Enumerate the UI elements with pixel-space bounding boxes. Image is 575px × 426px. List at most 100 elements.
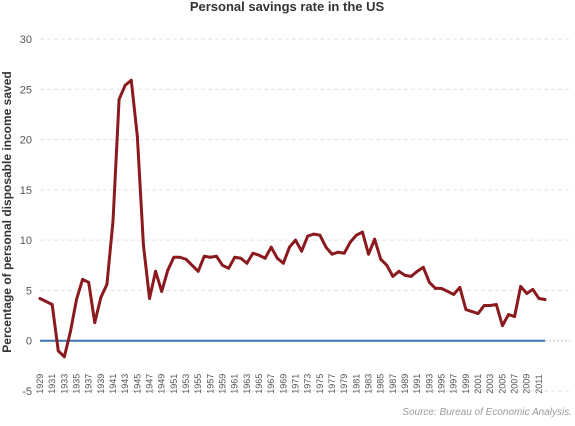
x-tick-label: 1939 — [96, 374, 106, 394]
data-point — [215, 254, 218, 258]
chart-title: Personal savings rate in the US — [190, 0, 385, 14]
source-note: Source: Bureau of Economic Analysis. — [402, 407, 572, 418]
data-point — [488, 304, 492, 307]
data-point — [239, 256, 243, 260]
series-line — [38, 78, 547, 359]
x-tick-label: 1933 — [59, 374, 69, 394]
data-point — [275, 256, 279, 260]
data-point — [446, 290, 450, 293]
data-point — [38, 297, 42, 300]
x-tick-label: 1997 — [449, 374, 459, 394]
x-tick-label: 1977 — [327, 374, 337, 394]
x-tick-label: 2011 — [534, 374, 544, 393]
y-axis-ticks: -5 0 5 10 15 20 25 30 — [20, 34, 32, 398]
data-point — [397, 269, 401, 273]
data-point — [148, 297, 151, 300]
data-point — [142, 243, 145, 247]
x-tick-label: 1935 — [72, 374, 82, 394]
x-tick-label: 1983 — [364, 374, 374, 394]
data-point — [62, 355, 66, 359]
data-point — [470, 310, 474, 313]
x-tick-label: 1931 — [47, 374, 57, 394]
x-tick-label: 2003 — [485, 374, 495, 394]
data-point — [525, 292, 529, 295]
data-point — [135, 135, 139, 138]
series-group — [38, 78, 547, 359]
x-tick-label: 2009 — [522, 374, 532, 394]
data-point — [184, 257, 188, 261]
data-point — [373, 237, 377, 241]
x-tick-label: 1959 — [218, 374, 228, 394]
data-point — [154, 269, 158, 273]
y-tick-label: 10 — [20, 235, 32, 247]
data-point — [257, 253, 261, 257]
y-tick-label: 15 — [20, 185, 32, 197]
y-tick-label: -5 — [22, 386, 32, 398]
data-point — [482, 304, 486, 307]
data-point — [342, 251, 346, 255]
data-point — [196, 269, 200, 273]
x-tick-label: 2005 — [497, 374, 507, 394]
y-axis-label: Percentage of personal disposable income… — [0, 71, 14, 352]
y-tick-label: 20 — [20, 135, 32, 147]
y-tick-label: 5 — [26, 285, 32, 297]
data-point — [476, 312, 480, 315]
y-tick-label: 25 — [20, 84, 32, 96]
data-point — [361, 230, 364, 234]
data-point — [458, 286, 462, 289]
x-axis-ticks: 1929 1931 1933 1935 1937 1939 1941 1943 1945 1947… — [35, 374, 544, 394]
x-tick-label: 1991 — [412, 374, 422, 394]
data-point — [434, 287, 437, 290]
data-point — [391, 274, 395, 278]
x-tick-label: 1989 — [400, 374, 410, 394]
data-point — [312, 232, 316, 236]
data-point — [87, 280, 91, 284]
data-point — [111, 219, 115, 223]
data-point — [543, 298, 547, 301]
data-point — [81, 277, 84, 281]
data-point — [221, 263, 224, 267]
x-tick-label: 1953 — [181, 374, 191, 394]
data-point — [306, 234, 310, 238]
y-tick-label: 30 — [20, 34, 32, 46]
x-tick-label: 1975 — [315, 374, 325, 394]
x-tick-label: 1929 — [35, 374, 45, 394]
gridlines — [40, 38, 570, 392]
data-point — [56, 349, 60, 353]
data-point — [166, 268, 170, 272]
x-tick-label: 1987 — [388, 374, 398, 394]
data-point — [129, 78, 133, 82]
data-point — [123, 83, 127, 87]
data-point — [105, 282, 109, 286]
data-point — [348, 240, 352, 244]
data-point — [117, 97, 121, 101]
data-point — [44, 300, 48, 303]
data-point — [519, 285, 523, 288]
data-point — [93, 321, 97, 325]
data-point — [494, 303, 498, 306]
x-tick-label: 1963 — [242, 374, 252, 394]
data-point — [208, 255, 212, 259]
data-point — [269, 245, 273, 249]
data-point — [409, 274, 413, 278]
data-point — [75, 298, 78, 301]
data-point — [354, 233, 358, 237]
data-point — [403, 273, 407, 277]
x-tick-label: 1955 — [193, 374, 203, 394]
data-point — [415, 269, 419, 273]
data-point — [324, 245, 328, 249]
data-point — [318, 233, 322, 237]
x-tick-label: 1961 — [230, 374, 240, 394]
x-tick-label: 2007 — [510, 374, 520, 394]
data-point — [190, 263, 194, 267]
x-tick-label: 1995 — [437, 374, 447, 394]
data-point — [227, 266, 231, 270]
x-tick-label: 1957 — [205, 374, 215, 394]
x-tick-label: 1979 — [339, 374, 349, 394]
data-point — [50, 303, 54, 306]
data-point — [178, 255, 182, 259]
y-tick-label: 0 — [26, 336, 32, 348]
data-point — [288, 245, 291, 249]
data-point — [172, 255, 176, 259]
